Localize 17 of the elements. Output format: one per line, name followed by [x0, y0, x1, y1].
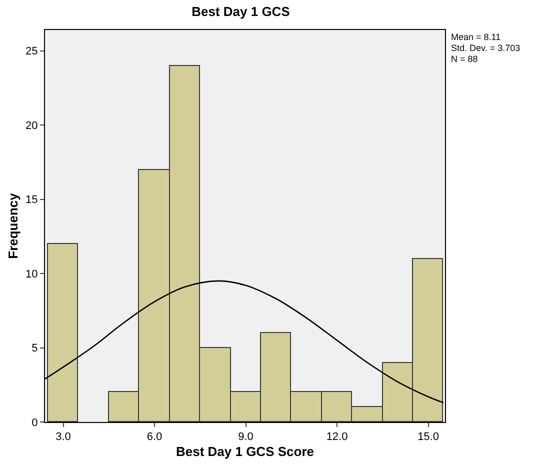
- x-tick-label: 9.0: [238, 431, 254, 444]
- y-tick-label: 15: [26, 194, 38, 206]
- x-tick-label: 3.0: [56, 431, 71, 444]
- y-tick-label: 5: [32, 342, 38, 355]
- y-tick-label: 20: [26, 120, 38, 132]
- chart-title: Best Day 1 GCS: [192, 4, 290, 20]
- y-tick-label: 0: [32, 416, 38, 429]
- x-tick-label: 6.0: [146, 431, 162, 444]
- x-tick-label: 15.0: [418, 431, 439, 444]
- y-tick-label: 25: [26, 46, 38, 58]
- y-tick-label: 10: [26, 268, 38, 280]
- text: Std. Dev. = 3.703: [451, 43, 520, 53]
- x-tick-label: 12.0: [326, 431, 348, 444]
- text: N = 88: [451, 54, 478, 64]
- y-axis-title: Frequency: [6, 192, 20, 259]
- x-axis-title: Best Day 1 GCS Score: [176, 444, 314, 459]
- text: Mean = 8.11: [451, 32, 501, 42]
